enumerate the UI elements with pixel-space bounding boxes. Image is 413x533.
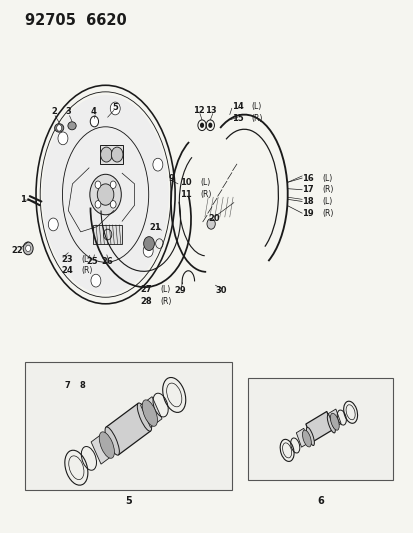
Text: (R): (R) <box>321 209 332 217</box>
Circle shape <box>206 219 215 229</box>
Bar <box>93 225 122 244</box>
Circle shape <box>208 123 212 128</box>
Text: (L): (L) <box>321 174 332 182</box>
Circle shape <box>97 184 114 205</box>
Bar <box>296 429 308 447</box>
Text: 13: 13 <box>205 107 216 115</box>
Ellipse shape <box>302 430 311 447</box>
Text: 7: 7 <box>64 382 70 390</box>
Text: 24: 24 <box>61 266 73 275</box>
Text: 17: 17 <box>301 185 313 194</box>
Circle shape <box>100 147 112 162</box>
Text: 23: 23 <box>61 255 73 263</box>
Text: 19: 19 <box>301 209 313 217</box>
Circle shape <box>23 242 33 255</box>
Bar <box>305 411 332 442</box>
Circle shape <box>143 237 154 251</box>
Text: 16: 16 <box>301 174 313 182</box>
Ellipse shape <box>306 427 313 446</box>
Text: 26: 26 <box>101 257 112 265</box>
Text: 30: 30 <box>215 286 227 295</box>
Text: 5: 5 <box>112 103 118 112</box>
Text: 3: 3 <box>65 108 71 116</box>
Text: 21: 21 <box>149 223 161 232</box>
Text: (R): (R) <box>321 185 332 194</box>
Ellipse shape <box>142 400 157 426</box>
Bar <box>100 145 123 164</box>
Text: 18: 18 <box>301 197 313 206</box>
Circle shape <box>143 244 153 257</box>
Ellipse shape <box>327 415 335 433</box>
Circle shape <box>48 218 58 231</box>
Text: 22: 22 <box>12 246 23 255</box>
Ellipse shape <box>99 432 114 458</box>
Text: 8: 8 <box>79 382 85 390</box>
Text: 92705  6620: 92705 6620 <box>25 13 126 28</box>
Text: (R): (R) <box>81 266 92 275</box>
Text: 6: 6 <box>317 496 323 506</box>
Text: (L): (L) <box>251 102 261 111</box>
Bar <box>106 403 150 455</box>
Circle shape <box>199 123 204 128</box>
Text: 2: 2 <box>51 108 57 116</box>
Text: 9: 9 <box>169 174 174 183</box>
Circle shape <box>110 102 120 115</box>
Text: (L): (L) <box>160 286 171 294</box>
Text: 20: 20 <box>208 214 220 223</box>
Circle shape <box>90 116 98 127</box>
Text: 29: 29 <box>174 286 186 295</box>
Bar <box>91 433 112 464</box>
Ellipse shape <box>68 122 76 130</box>
Text: (L): (L) <box>81 255 91 263</box>
Text: (R): (R) <box>251 114 262 123</box>
Text: (L): (L) <box>199 178 210 187</box>
Ellipse shape <box>55 124 64 132</box>
Text: 11: 11 <box>180 190 191 198</box>
Circle shape <box>95 200 101 208</box>
Text: 15: 15 <box>231 114 243 123</box>
Text: 4: 4 <box>90 108 96 116</box>
Text: 14: 14 <box>231 102 243 111</box>
Ellipse shape <box>42 95 169 294</box>
Text: 12: 12 <box>192 107 204 115</box>
Circle shape <box>95 181 101 189</box>
Circle shape <box>111 147 123 162</box>
Text: (L): (L) <box>321 197 332 206</box>
Bar <box>140 397 161 427</box>
Text: 10: 10 <box>180 178 191 187</box>
Bar <box>328 409 340 428</box>
Circle shape <box>110 200 116 208</box>
Circle shape <box>90 174 121 215</box>
Circle shape <box>58 132 68 145</box>
Circle shape <box>57 125 62 131</box>
Ellipse shape <box>330 413 338 430</box>
Text: 27: 27 <box>140 286 152 294</box>
Text: (R): (R) <box>160 297 171 306</box>
Bar <box>25 362 231 490</box>
Circle shape <box>110 181 116 189</box>
Circle shape <box>152 158 162 171</box>
Text: 25: 25 <box>86 257 97 265</box>
Bar <box>248 378 392 480</box>
Text: 5: 5 <box>125 496 131 506</box>
Circle shape <box>91 274 101 287</box>
Ellipse shape <box>105 427 119 455</box>
Text: 1: 1 <box>20 196 26 204</box>
Text: 28: 28 <box>140 297 152 306</box>
Text: (R): (R) <box>199 190 211 198</box>
Circle shape <box>26 245 31 252</box>
Ellipse shape <box>137 403 151 431</box>
